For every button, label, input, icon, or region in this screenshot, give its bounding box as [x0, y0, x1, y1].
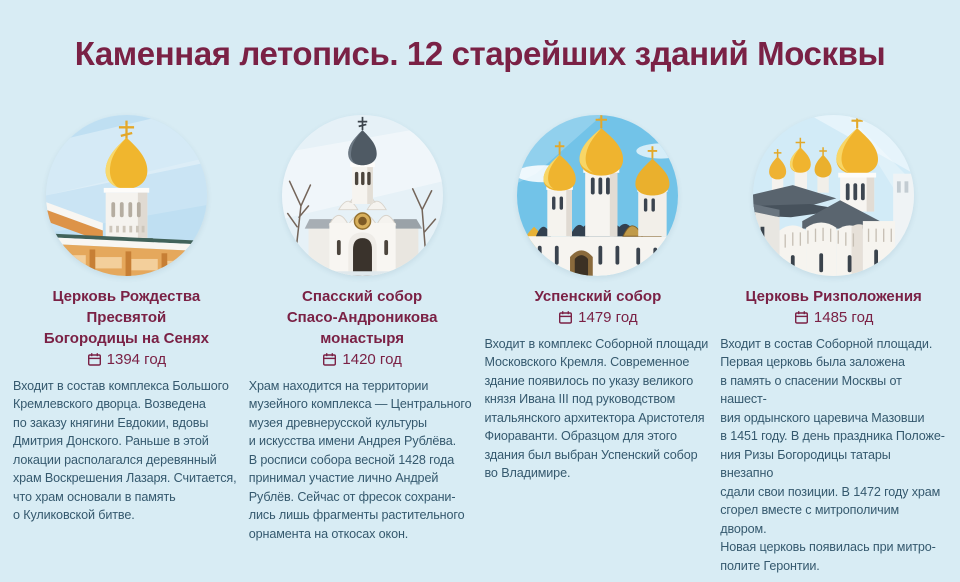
building-year: 1394 год [13, 351, 240, 368]
building-description: Входит в комплекс Соборной площади Моско… [484, 336, 709, 481]
calendar-icon [322, 352, 337, 367]
building-card-1: Церковь Рождества Пресвятой Богородицы н… [13, 114, 240, 576]
building-name: Церковь Рождества Пресвятой Богородицы н… [43, 287, 209, 347]
building-description: Входит в состав комплекса Большого Кремл… [13, 378, 237, 523]
church-illustration-rizpolozheniya-icon [753, 114, 915, 276]
church-illustration-uspensky-icon [517, 114, 679, 276]
page-title: Каменная летопись. 12 старейших зданий М… [74, 35, 886, 72]
building-description: Входит в состав Соборной площади. Первая… [720, 336, 945, 573]
year-label: 1485 год [813, 308, 874, 326]
calendar-icon [558, 310, 573, 325]
building-year: 1485 год [720, 309, 947, 326]
year-label: 1394 год [106, 350, 167, 368]
building-photo-4 [753, 114, 915, 276]
church-illustration-spassky-icon [281, 114, 443, 276]
building-photo-2 [281, 114, 443, 276]
building-card-3: Успенский собор 1479 год Входит в компле… [484, 114, 712, 576]
building-photo-1 [45, 114, 207, 276]
year-label: 1420 год [342, 350, 402, 368]
building-photo-3 [517, 114, 679, 276]
church-illustration-nativity-icon [45, 114, 207, 276]
building-description: Храм находится на территории музейного к… [248, 378, 472, 541]
calendar-icon [87, 352, 102, 367]
building-card-2: Спасский собор Спасо-Андроникова монасты… [248, 114, 476, 576]
building-name: Спасский собор Спасо-Андроникова монасты… [286, 287, 438, 347]
building-name: Успенский собор [534, 287, 662, 305]
building-year: 1479 год [485, 309, 712, 326]
calendar-icon [794, 310, 809, 325]
cards-row: Церковь Рождества Пресвятой Богородицы н… [0, 114, 960, 576]
building-card-4: Церковь Ризположения 1485 год Входит в с… [720, 114, 947, 576]
building-year: 1420 год [249, 351, 476, 368]
year-label: 1479 год [578, 308, 638, 326]
building-name: Церковь Ризположения [745, 287, 922, 305]
